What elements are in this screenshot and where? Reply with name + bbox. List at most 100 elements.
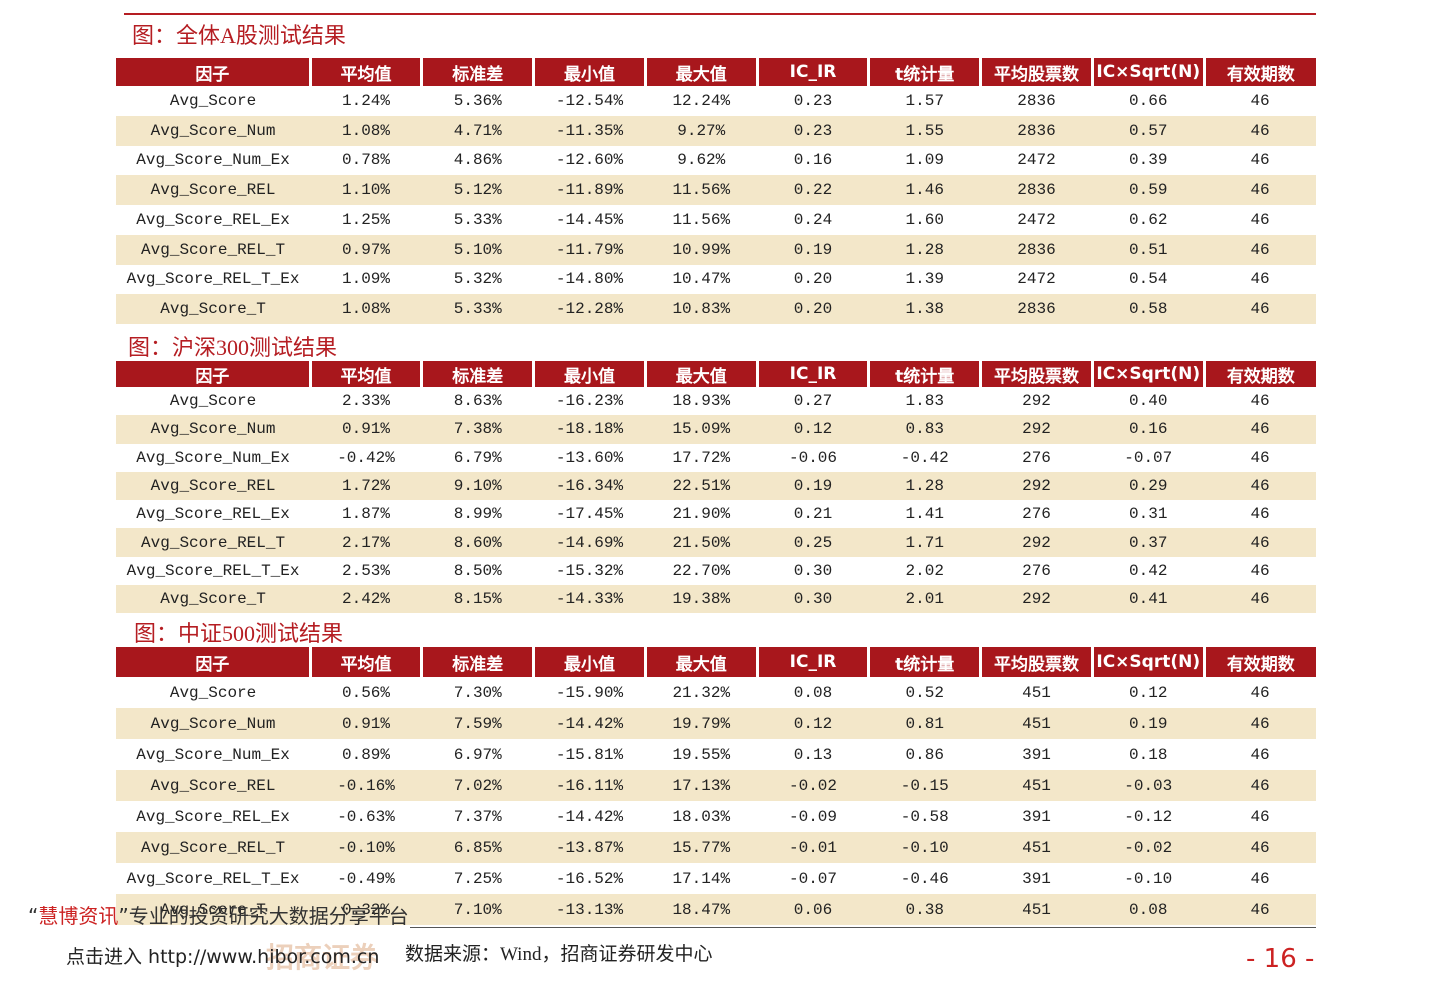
cell: 2472	[1017, 270, 1056, 289]
cell: 0.21	[793, 505, 833, 524]
cell: 2.01	[868, 585, 981, 614]
cell: 46	[1204, 832, 1316, 863]
link[interactable]: 点击进入 http://www.hibor.com.cn	[66, 946, 380, 968]
cell: 0.25	[757, 528, 869, 557]
cell: 46	[1204, 415, 1316, 444]
cell: 8.15%	[421, 585, 534, 614]
cell: 0.23	[757, 115, 869, 146]
cell: 1.72%	[310, 471, 422, 501]
cell: 0.18	[1129, 745, 1168, 764]
header-cell: 标准差	[420, 58, 534, 86]
cell: 21.32%	[672, 683, 731, 702]
cell: 17.72%	[672, 448, 731, 467]
cell: -12.28%	[533, 294, 646, 324]
cell: 0.62	[1129, 210, 1168, 229]
row: Avg_Score_REL_T_Ex -0.49% 7.25% -16.52% 17.1…	[116, 863, 1316, 894]
cell: 0.16	[1092, 415, 1205, 444]
cell: Avg_Score_T	[116, 585, 311, 614]
cell: 1.09%	[341, 270, 390, 289]
cell: 0.91%	[310, 708, 422, 739]
row: Avg_Score_T 0.32% 7.10% -13.13% 18.47% 0.06 0.…	[116, 894, 1316, 925]
cell: 11.56%	[645, 175, 758, 205]
header-cell: IC_IR	[755, 647, 869, 677]
caption: 图：中证500测试结果	[134, 621, 344, 646]
header-rule	[124, 13, 1316, 15]
row: Avg_Score_REL_T 0.97% 5.10% -11.79% 10.99% 0.…	[116, 234, 1316, 265]
cell: -14.42%	[533, 708, 646, 739]
cell: 46	[1204, 894, 1316, 925]
row: Avg_Score_Num 0.91% 7.38% -18.18% 15.09% 0.12…	[116, 415, 1316, 444]
header-row: 因子 平均值 标准差 最小值 最大值 IC_IR t统计量 平均股票数 IC×Sqrt(N) 有效…	[116, 58, 1316, 86]
cell: 46	[1204, 708, 1316, 739]
cell: Avg_Score_REL_T	[116, 234, 311, 265]
cell: 1.08%	[310, 294, 422, 324]
cell: -0.42	[900, 448, 949, 467]
header-cell: t统计量	[867, 647, 981, 677]
cell: 292	[980, 528, 1093, 557]
cell: 46	[1204, 234, 1316, 265]
cell: 0.20	[793, 270, 833, 289]
table: 因子 平均值 标准差 最小值 最大值 IC_IR t统计量 平均股票数 IC×Sqrt(N) 有效…	[116, 647, 1316, 925]
cell: 1.24%	[341, 91, 390, 110]
footer-rule	[410, 927, 1316, 928]
cell: 0.19	[1092, 708, 1205, 739]
cell: 0.42	[1129, 561, 1168, 580]
cell: 1.41	[905, 505, 944, 524]
cell: 21.50%	[645, 528, 758, 557]
cell: 2836	[980, 294, 1093, 324]
cell: 0.30	[757, 585, 869, 614]
cell: 0.23	[793, 91, 833, 110]
cell: Avg_Score_Num_Ex	[136, 151, 290, 170]
cell: Avg_Score_REL_T	[116, 832, 311, 863]
cell: Avg_Score_REL_T_Ex	[126, 869, 300, 888]
cell: 276	[1022, 448, 1051, 467]
row: Avg_Score_Num_Ex -0.42% 6.79% -13.60% 17.72%…	[116, 444, 1316, 472]
header-cell: 有效期数	[1202, 361, 1316, 387]
cell: -0.02	[757, 770, 869, 801]
cell: 46	[1250, 683, 1270, 702]
cell: 0.40	[1129, 392, 1168, 411]
cell: 0.12	[757, 708, 869, 739]
cell: Avg_Score_Num_Ex	[136, 448, 290, 467]
cell: 1.55	[868, 115, 981, 146]
cell: 0.31	[1129, 505, 1168, 524]
header-cell: t统计量	[867, 361, 981, 387]
cell: Avg_Score_REL_Ex	[136, 210, 290, 229]
quote: “	[28, 904, 39, 928]
cell: -15.81%	[555, 745, 624, 764]
header-cell: 平均股票数	[979, 647, 1093, 677]
cell: 0.59	[1092, 175, 1205, 205]
cell: 0.16	[793, 151, 833, 170]
cell: 46	[1250, 392, 1270, 411]
cell: 22.70%	[672, 561, 731, 580]
cell: 18.93%	[672, 392, 731, 411]
cell: 8.99%	[453, 505, 502, 524]
row: Avg_Score_REL_T_Ex 1.09% 5.32% -14.80% 10.47…	[116, 265, 1316, 295]
cell: 46	[1250, 91, 1270, 110]
cell: 0.22	[757, 175, 869, 205]
cell: 2472	[1017, 210, 1056, 229]
cell: -11.79%	[533, 234, 646, 265]
cell: 451	[980, 832, 1093, 863]
header-cell: 平均股票数	[979, 361, 1093, 387]
row: Avg_Score_REL_T_Ex 2.53% 8.50% -15.32% 22.70…	[116, 557, 1316, 585]
cell: 276	[1022, 561, 1051, 580]
cell: Avg_Score	[169, 91, 257, 110]
cell: 19.55%	[672, 745, 731, 764]
cell: 17.14%	[672, 869, 731, 888]
cell: -0.16%	[310, 770, 422, 801]
cell: 0.32%	[310, 894, 422, 925]
header-cell: 因子	[116, 647, 311, 677]
cell: 292	[980, 471, 1093, 501]
header-row: 因子 平均值 标准差 最小值 最大值 IC_IR t统计量 平均股票数 IC×Sqrt(N) 有效…	[116, 647, 1316, 677]
cell: -16.34%	[533, 471, 646, 501]
header-cell: IC×Sqrt(N)	[1090, 361, 1205, 387]
row: Avg_Score_Num 1.08% 4.71% -11.35% 9.27% 0.23 1…	[116, 115, 1316, 146]
cell: -14.42%	[555, 807, 624, 826]
cell: 19.79%	[645, 708, 758, 739]
cell: 8.50%	[453, 561, 502, 580]
cell: 0.56%	[341, 683, 390, 702]
cell: -0.07	[788, 869, 837, 888]
table: 因子 平均值 标准差 最小值 最大值 IC_IR t统计量 平均股票数 IC×Sqrt(N) 有效…	[116, 58, 1316, 324]
cell: 391	[1022, 807, 1051, 826]
